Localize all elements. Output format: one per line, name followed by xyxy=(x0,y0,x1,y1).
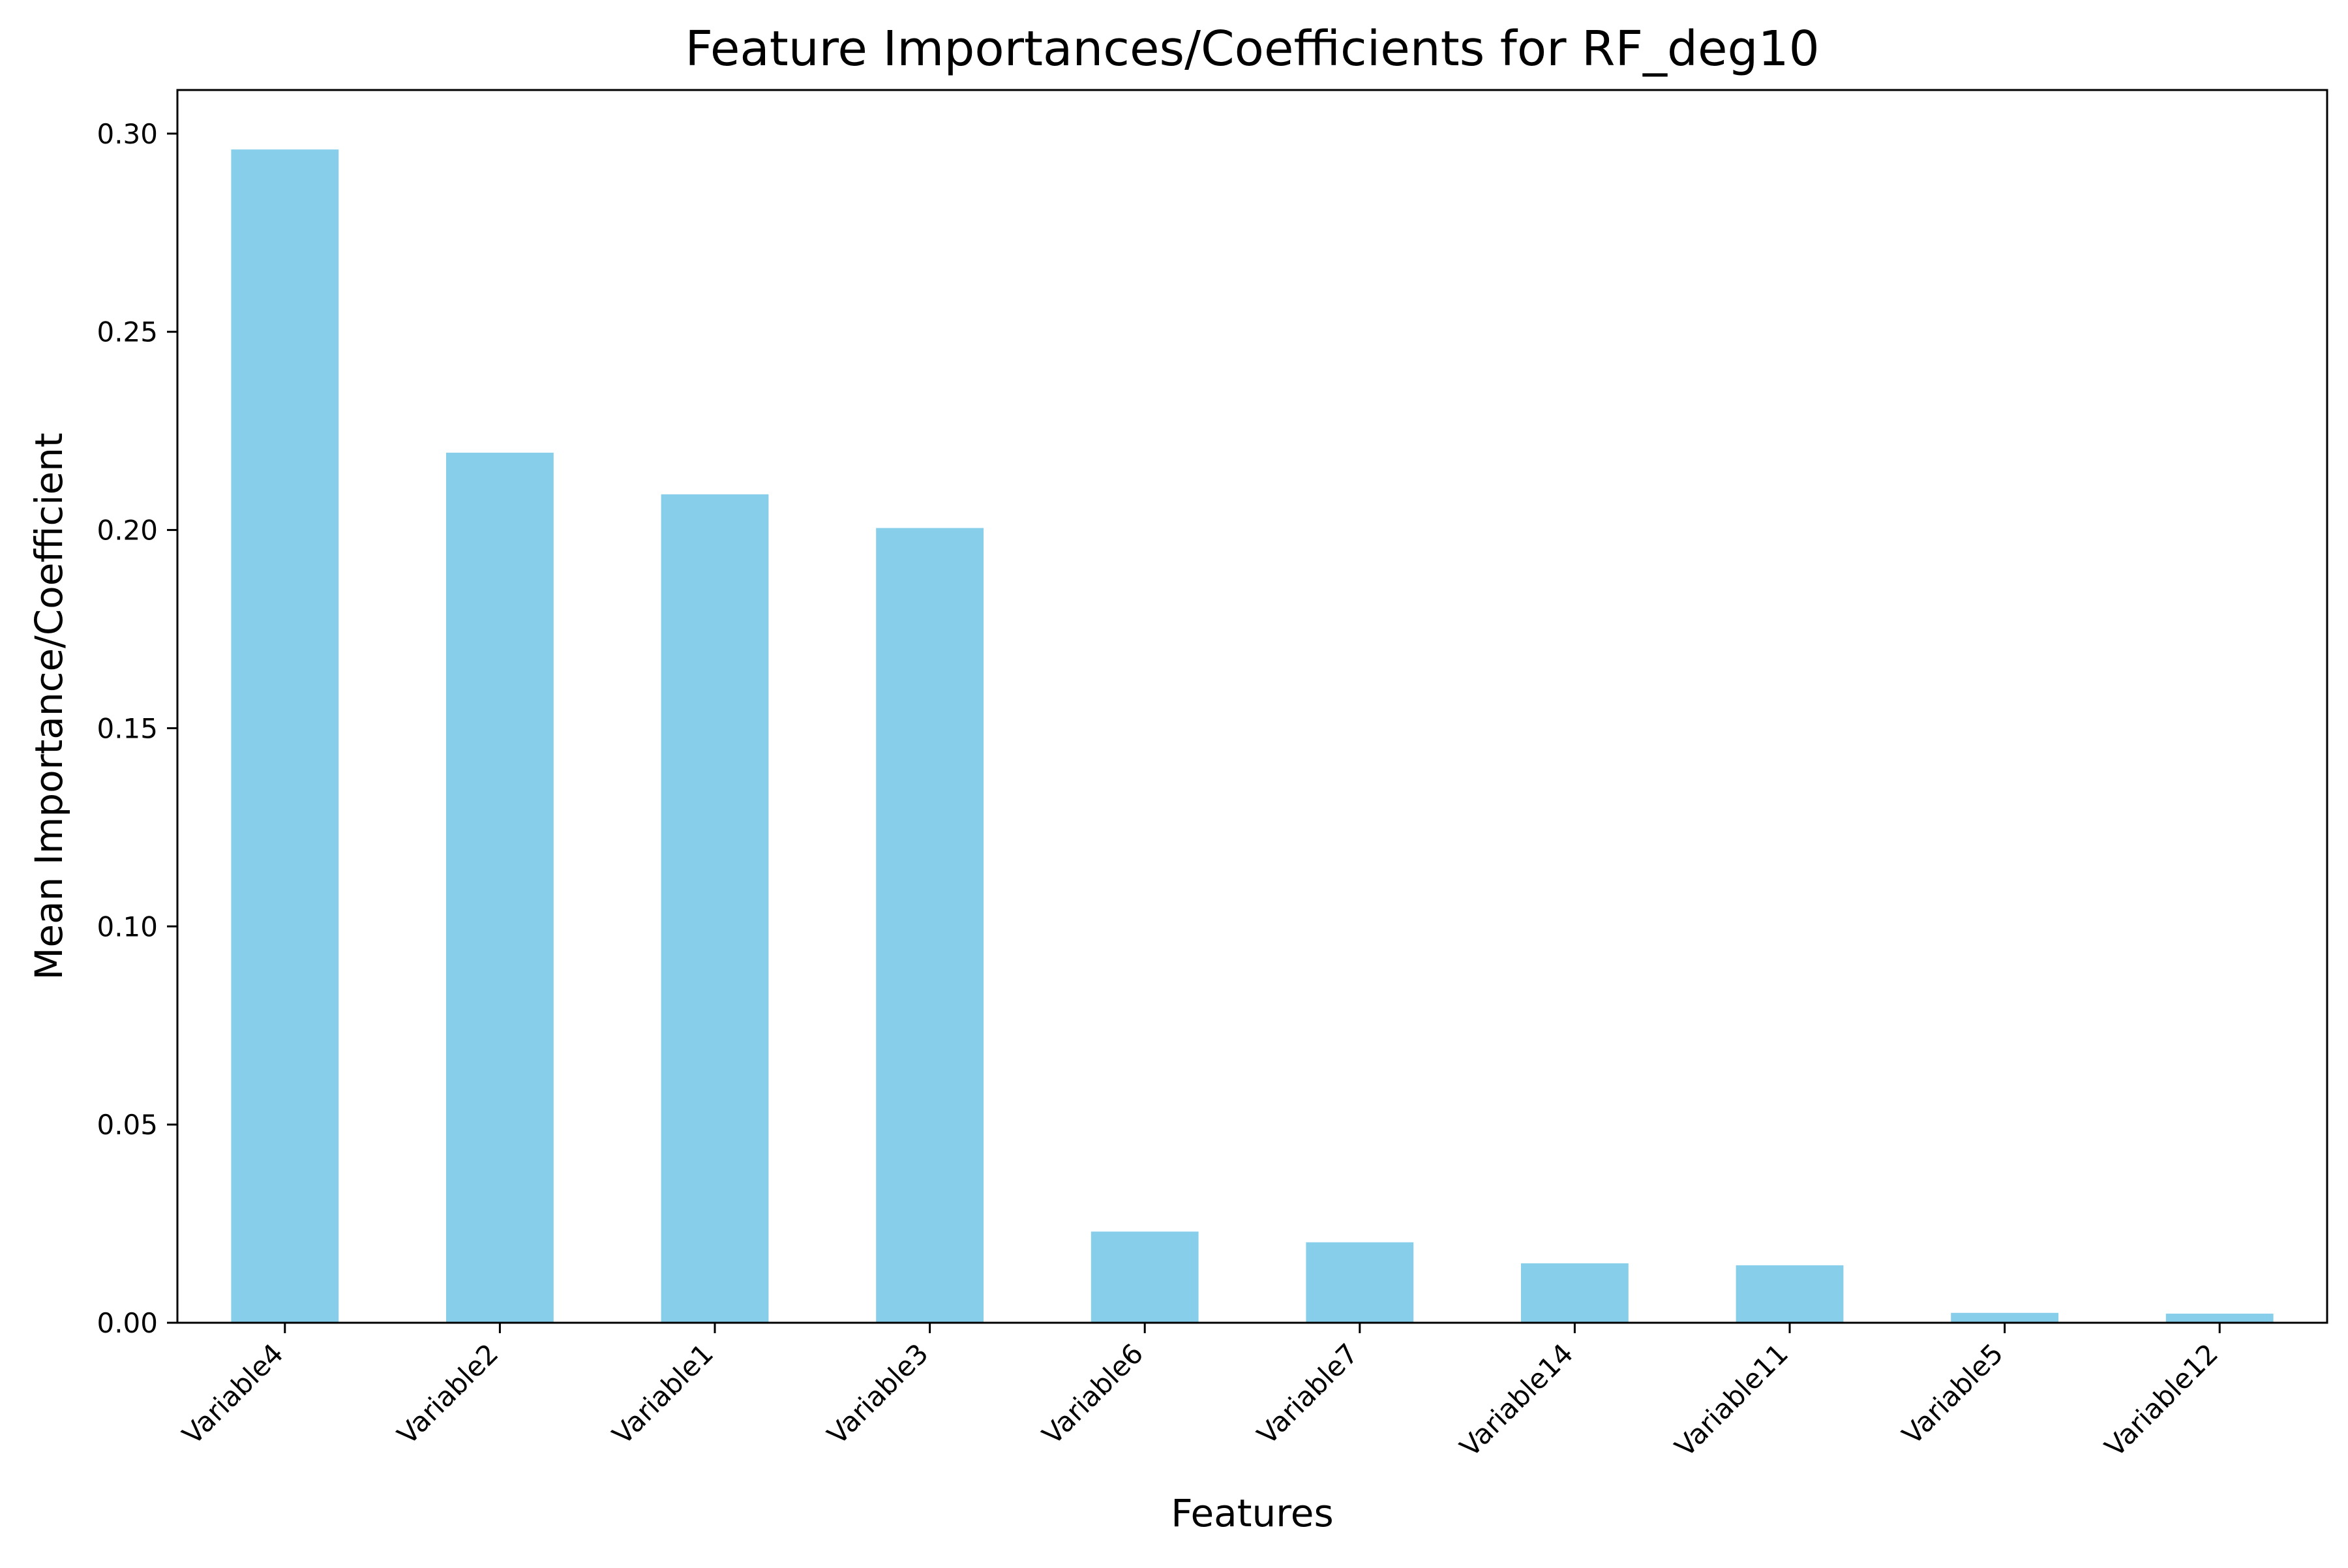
x-tick-label: Variable14 xyxy=(1454,1337,1580,1463)
x-axis-label: Features xyxy=(1171,1491,1333,1535)
x-tick-label: Variable4 xyxy=(176,1337,290,1451)
bar xyxy=(1951,1312,2058,1323)
y-tick-label: 0.05 xyxy=(97,1109,158,1141)
bar xyxy=(1306,1242,1414,1323)
y-tick-label: 0.30 xyxy=(97,118,158,150)
y-tick-label: 0.25 xyxy=(97,316,158,348)
bar xyxy=(2165,1314,2274,1323)
y-tick-label: 0.10 xyxy=(97,911,158,942)
y-tick-label: 0.20 xyxy=(97,515,158,547)
x-tick-label: Variable1 xyxy=(606,1337,719,1451)
y-axis: 0.00 0.05 0.10 0.15 0.20 0.25 0.30 xyxy=(97,118,177,1339)
x-tick-label: Variable3 xyxy=(821,1337,935,1451)
bar xyxy=(446,453,554,1323)
y-tick-label: 0.15 xyxy=(97,712,158,744)
bar xyxy=(1521,1263,1629,1323)
bar xyxy=(661,494,769,1323)
x-axis: Variable4 Variable2 Variable1 Variable3 Vari… xyxy=(176,1323,2224,1463)
x-tick-label: Variable5 xyxy=(1896,1337,2009,1451)
x-tick-label: Variable7 xyxy=(1251,1337,1364,1451)
y-tick-label: 0.00 xyxy=(97,1307,158,1339)
x-tick-label: Variable6 xyxy=(1036,1337,1149,1451)
y-axis-label: Mean Importance/Coefficient xyxy=(27,432,71,980)
bar xyxy=(231,149,339,1323)
plot-frame xyxy=(176,89,2328,1324)
x-tick-label: Variable2 xyxy=(391,1337,505,1451)
bars-layer xyxy=(231,149,2274,1323)
bar xyxy=(1736,1265,1844,1323)
bar xyxy=(1091,1231,1199,1323)
x-tick-label: Variable11 xyxy=(1668,1337,1794,1463)
bar xyxy=(876,528,984,1323)
chart-title: Feature Importances/Coefficients for RF_… xyxy=(685,21,1819,77)
x-tick-label: Variable12 xyxy=(2099,1337,2225,1463)
